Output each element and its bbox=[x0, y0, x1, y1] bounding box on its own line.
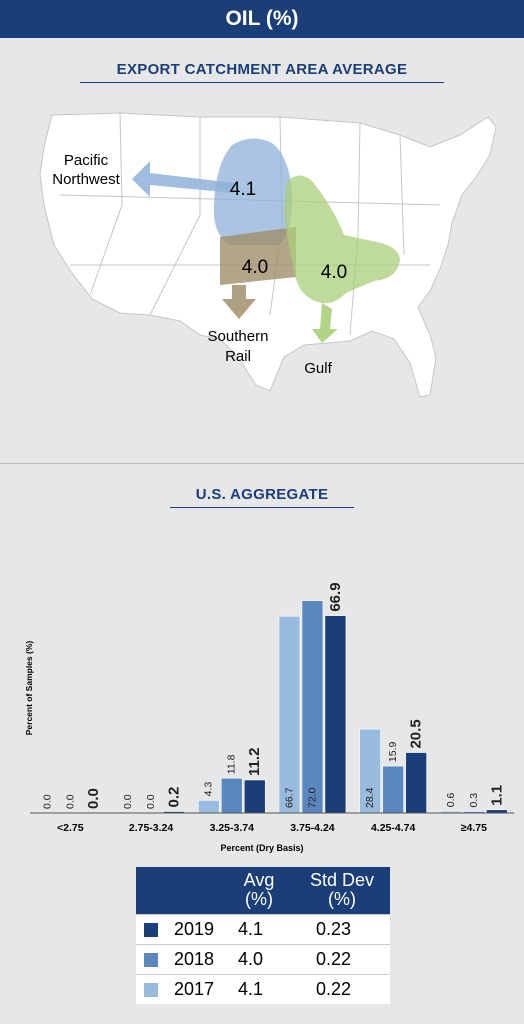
southern-rail-label-2: Rail bbox=[225, 348, 251, 365]
summary-header-row: Avg (%) Std Dev (%) bbox=[136, 867, 390, 915]
summary-avg: 4.0 bbox=[224, 944, 294, 975]
x-tick-label-0: <2.75 bbox=[57, 822, 84, 834]
summary-row: 2017 4.1 0.22 bbox=[136, 974, 390, 1004]
summary-std: 0.22 bbox=[294, 944, 390, 975]
pacific-northwest-region: 4.1 Pacific Northwest bbox=[52, 138, 292, 245]
summary-std: 0.23 bbox=[294, 914, 390, 945]
data-label-2017-4: 28.4 bbox=[364, 787, 376, 808]
southern-rail-value: 4.0 bbox=[242, 257, 268, 278]
summary-year: 2018 bbox=[174, 949, 215, 969]
chart-title-rule bbox=[170, 507, 354, 508]
data-label-2018-5: 0.3 bbox=[468, 793, 480, 808]
map-title-rule bbox=[80, 82, 444, 83]
summary-avg: 4.1 bbox=[224, 914, 294, 945]
summary-header-blank bbox=[136, 867, 224, 915]
pacific-northwest-value: 4.1 bbox=[230, 179, 256, 200]
bar-2017-2 bbox=[197, 800, 220, 814]
data-label-2017-1: 0.0 bbox=[122, 794, 134, 809]
data-label-2019-2: 11.2 bbox=[246, 748, 263, 776]
gulf-value: 4.0 bbox=[321, 262, 347, 283]
x-tick-label-5: ≥4.75 bbox=[461, 822, 487, 834]
summary-year-cell: 2019 bbox=[136, 914, 224, 945]
summary-year: 2017 bbox=[174, 979, 215, 999]
gulf-region: 4.0 Gulf bbox=[284, 175, 400, 377]
summary-table: Avg (%) Std Dev (%) 2019 4.1 0.23 2018 4… bbox=[136, 867, 390, 1004]
data-label-2019-5: 1.1 bbox=[488, 785, 505, 806]
summary-header-avg-text: Avg (%) bbox=[243, 870, 275, 909]
gulf-label: Gulf bbox=[304, 360, 332, 377]
x-tick-label-2: 3.25-3.74 bbox=[210, 822, 255, 834]
summary-header-avg: Avg (%) bbox=[224, 867, 294, 915]
summary-std: 0.22 bbox=[294, 974, 390, 1004]
southern-rail-label-1: Southern bbox=[208, 328, 269, 345]
summary-header-std-text: Std Dev (%) bbox=[309, 870, 375, 909]
data-label-2019-3: 66.9 bbox=[327, 582, 344, 611]
data-label-2017-3: 66.7 bbox=[283, 787, 295, 808]
bar-2018-2 bbox=[220, 777, 243, 814]
data-label-2018-3: 72.0 bbox=[306, 787, 318, 808]
pacific-northwest-label-2: Northwest bbox=[52, 171, 120, 188]
bar-2018-4 bbox=[382, 765, 404, 814]
southern-rail-region: 4.0 Southern Rail bbox=[208, 227, 296, 365]
x-tick-label-3: 3.75-4.24 bbox=[290, 822, 335, 834]
data-label-2017-5: 0.6 bbox=[445, 792, 457, 807]
summary-year: 2019 bbox=[174, 919, 215, 939]
page-title: OIL (%) bbox=[225, 7, 299, 30]
bar-2018-3 bbox=[301, 600, 324, 814]
legend-swatch-2019 bbox=[144, 923, 158, 938]
data-label-2017-0: 0.0 bbox=[41, 794, 53, 809]
bar-chart: 0.0 0.0 0.0 <2.75 0.0 0.0 0.2 2.75-3.24 4.3 11.8 1… bbox=[30, 582, 515, 834]
legend-swatch-2018 bbox=[144, 953, 158, 968]
summary-avg: 4.1 bbox=[224, 974, 294, 1004]
data-label-2019-4: 20.5 bbox=[408, 719, 425, 748]
summary-year-cell: 2017 bbox=[136, 974, 224, 1004]
map-title: EXPORT CATCHMENT AREA AVERAGE bbox=[116, 61, 408, 78]
bar-2019-3 bbox=[324, 615, 347, 814]
data-label-2018-2: 11.8 bbox=[226, 754, 238, 774]
data-label-2018-1: 0.0 bbox=[145, 794, 157, 809]
data-label-2018-0: 0.0 bbox=[64, 794, 76, 809]
summary-row: 2019 4.1 0.23 bbox=[136, 914, 390, 945]
chart-x-label: Percent (Dry Basis) bbox=[220, 843, 304, 853]
section-divider bbox=[0, 463, 524, 464]
chart-y-label: Percent of Samples (%) bbox=[24, 640, 34, 736]
data-label-2019-1: 0.2 bbox=[166, 787, 183, 808]
legend-swatch-2017 bbox=[144, 983, 158, 998]
chart-title: U.S. AGGREGATE bbox=[195, 486, 329, 503]
x-tick-label-1: 2.75-3.24 bbox=[129, 822, 174, 834]
pacific-northwest-label-1: Pacific bbox=[64, 152, 109, 169]
summary-year-cell: 2018 bbox=[136, 944, 224, 975]
data-label-2018-4: 15.9 bbox=[387, 741, 399, 762]
summary-row: 2018 4.0 0.22 bbox=[136, 944, 390, 975]
us-map: 4.1 Pacific Northwest 4.0 Southern Rail … bbox=[39, 112, 497, 398]
data-label-2017-2: 4.3 bbox=[203, 782, 215, 797]
x-tick-label-4: 4.25-4.74 bbox=[371, 822, 416, 834]
bar-2019-2 bbox=[243, 779, 266, 814]
bar-2017-3 bbox=[278, 615, 301, 814]
data-label-2019-0: 0.0 bbox=[85, 788, 102, 809]
page-header: OIL (%) bbox=[0, 0, 524, 38]
summary-header-std: Std Dev (%) bbox=[294, 867, 390, 915]
bar-2019-4 bbox=[405, 752, 427, 814]
